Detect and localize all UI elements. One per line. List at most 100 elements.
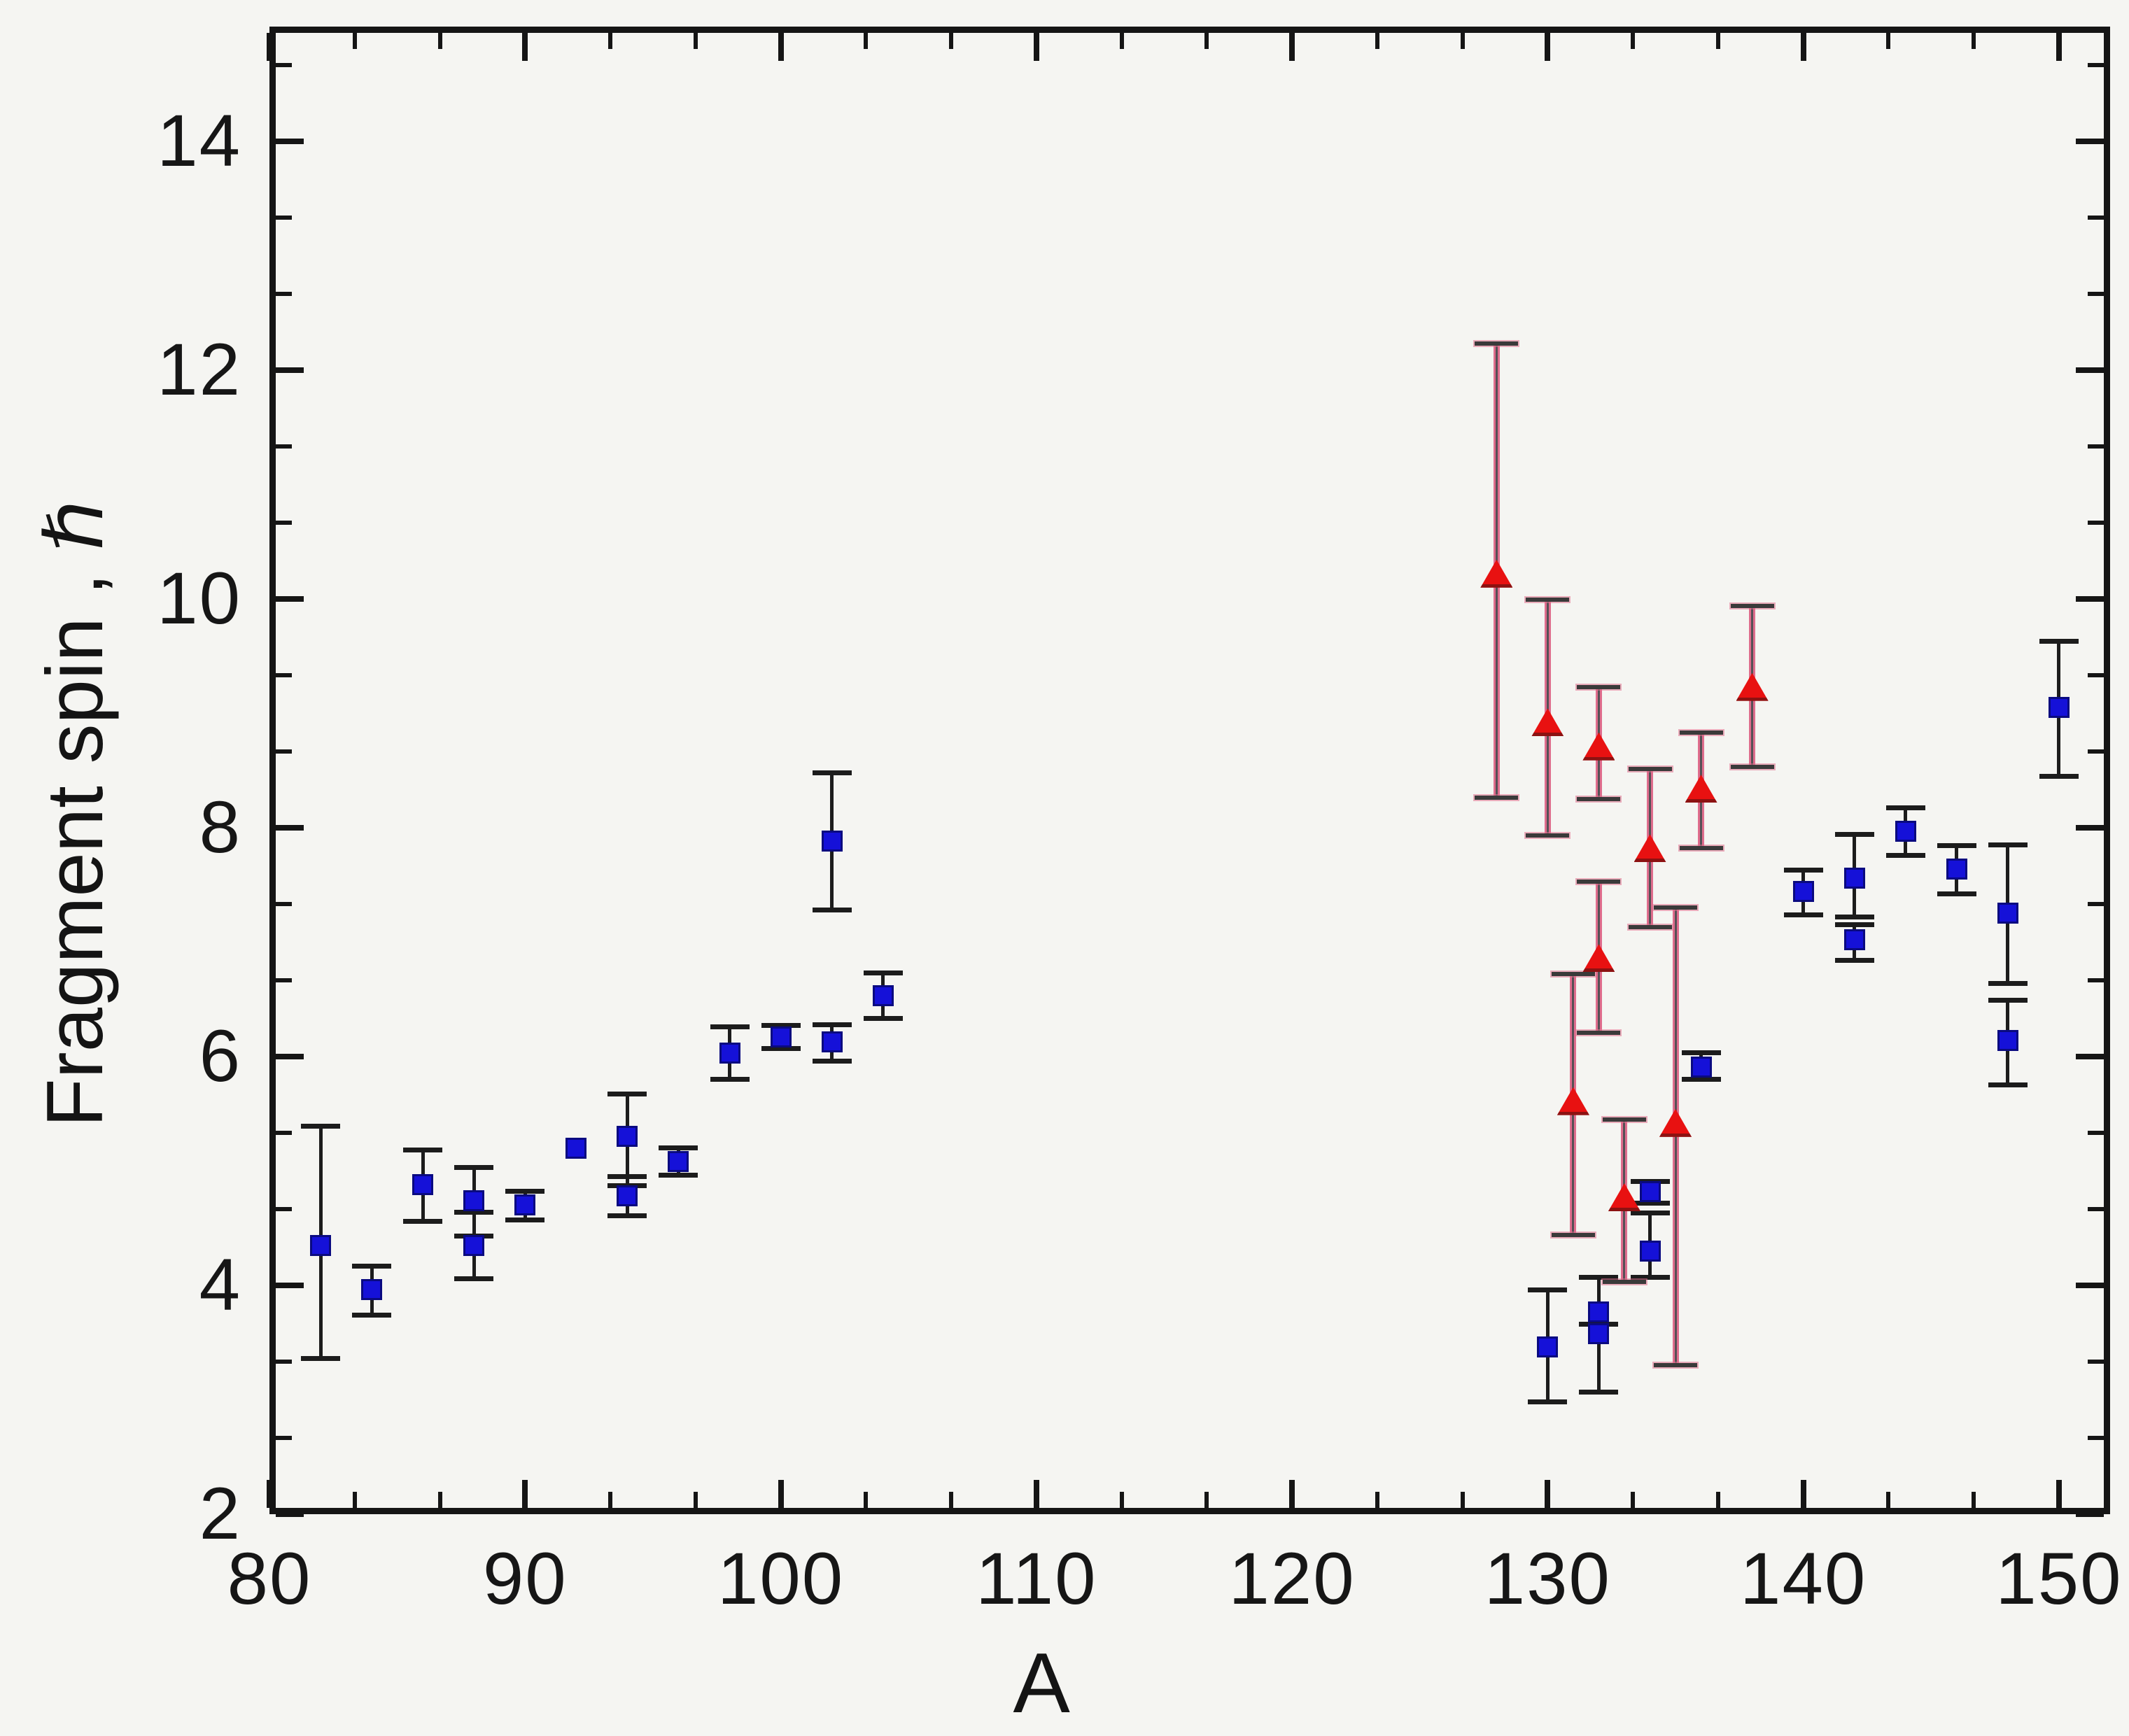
x-tick-major — [522, 1480, 528, 1508]
error-bar-cap — [454, 1209, 494, 1215]
y-tick-minor-right — [2088, 672, 2104, 677]
x-tick-minor-top — [1631, 33, 1636, 49]
y-tick-major — [276, 595, 304, 602]
error-bar-cap — [1602, 1280, 1646, 1285]
y-tick-minor — [276, 1130, 292, 1135]
data-point-square — [412, 1174, 434, 1195]
y-tick-minor-right — [2088, 901, 2104, 906]
error-bar-cap — [812, 770, 852, 775]
y-tick-label: 10 — [157, 557, 241, 640]
y-tick-minor-right — [2088, 1130, 2104, 1135]
error-bar-cap — [812, 1058, 852, 1064]
y-tick-major — [276, 824, 304, 831]
error-bar-cap — [454, 1276, 494, 1281]
error-bar-cap — [1783, 912, 1823, 917]
error-bar-cap — [352, 1263, 392, 1269]
error-bar-cap — [1937, 891, 1976, 897]
y-tick-minor — [276, 520, 292, 525]
data-point-square — [1588, 1301, 1610, 1322]
error-bar-cap — [1988, 842, 2028, 847]
y-tick-minor-right — [2088, 444, 2104, 449]
data-point-triangle-base — [1659, 1133, 1692, 1137]
data-point-triangle-base — [1480, 584, 1513, 588]
y-tick-major-right — [2076, 1053, 2104, 1059]
error-bar-cap — [1579, 1389, 1619, 1395]
error-bar-cap — [1988, 998, 2028, 1003]
data-point-square — [1843, 929, 1865, 951]
data-point-square — [617, 1126, 638, 1148]
data-point-square — [463, 1190, 485, 1211]
x-tick-label: 120 — [1228, 1538, 1356, 1620]
y-tick-label: 8 — [199, 786, 241, 868]
error-bar-cap — [812, 1022, 852, 1027]
error-bar-cap — [505, 1189, 545, 1194]
y-tick-minor — [276, 978, 292, 982]
y-tick-major-right — [2076, 367, 2104, 373]
x-tick-major-top — [1289, 33, 1295, 61]
data-point-square — [821, 1031, 843, 1052]
data-point-triangle-base — [1582, 968, 1615, 973]
data-point-triangle-base — [1582, 756, 1615, 761]
x-tick-major — [778, 1480, 784, 1508]
error-bar-cap — [2039, 638, 2079, 644]
error-bar-cap — [1654, 905, 1698, 910]
y-tick-minor-right — [2088, 749, 2104, 754]
error-bar-cap — [607, 1174, 647, 1180]
error-bar-cap — [761, 1023, 801, 1029]
data-point-square — [1997, 903, 2018, 924]
error-bar-cap — [1551, 972, 1595, 977]
error-bar-cap — [505, 1218, 545, 1223]
data-point-square — [361, 1279, 383, 1301]
y-tick-minor-right — [2088, 1359, 2104, 1364]
error-bar-cap — [1730, 603, 1774, 608]
x-tick-minor — [864, 1492, 869, 1508]
error-bar-cap — [1630, 1211, 1670, 1216]
y-tick-major — [276, 1511, 304, 1517]
x-tick-minor — [437, 1492, 442, 1508]
data-point-square — [1997, 1029, 2018, 1051]
x-tick-minor-top — [608, 33, 613, 49]
data-point-square — [310, 1234, 332, 1256]
error-bar-cap — [1526, 598, 1570, 602]
data-point-square — [617, 1185, 638, 1207]
y-tick-minor — [276, 1435, 292, 1440]
data-point-square — [668, 1151, 689, 1173]
y-tick-major — [276, 1053, 304, 1059]
error-bar — [1596, 1324, 1601, 1392]
x-tick-major-top — [1800, 33, 1806, 61]
x-tick-major — [2056, 1480, 2062, 1508]
y-tick-minor — [276, 1359, 292, 1364]
y-tick-minor — [276, 901, 292, 906]
x-tick-minor-top — [1204, 33, 1209, 49]
y-tick-minor-right — [2088, 291, 2104, 296]
x-tick-minor — [949, 1492, 954, 1508]
x-tick-major — [1033, 1480, 1039, 1508]
data-point-triangle-base — [1608, 1207, 1640, 1211]
error-bar-cap — [1834, 914, 1874, 919]
data-point-triangle-base — [1736, 697, 1769, 701]
plot-frame — [269, 27, 2110, 1514]
error-bar-cap — [607, 1092, 647, 1097]
error-bar-cap — [403, 1148, 443, 1153]
x-tick-minor-top — [1119, 33, 1124, 49]
x-tick-major — [1545, 1480, 1551, 1508]
x-tick-minor-top — [1715, 33, 1720, 49]
data-point-square — [1639, 1180, 1661, 1202]
x-tick-major — [1289, 1480, 1295, 1508]
data-point-triangle-base — [1557, 1111, 1589, 1115]
x-tick-minor — [1631, 1492, 1636, 1508]
y-tick-minor-right — [2088, 978, 2104, 982]
error-bar-cap — [1577, 1030, 1621, 1035]
data-point-square — [1843, 867, 1865, 889]
error-bar-cap — [403, 1218, 443, 1224]
y-tick-minor — [276, 672, 292, 677]
y-tick-minor-right — [2088, 1206, 2104, 1211]
y-axis-title-unit: ℏ — [31, 500, 120, 551]
x-tick-minor — [1460, 1492, 1465, 1508]
x-tick-minor-top — [1375, 33, 1379, 49]
y-tick-label: 12 — [157, 328, 241, 411]
x-tick-minor — [693, 1492, 698, 1508]
y-tick-label: 2 — [199, 1473, 241, 1555]
error-bar-cap — [659, 1173, 698, 1178]
x-tick-label: 90 — [482, 1538, 568, 1620]
